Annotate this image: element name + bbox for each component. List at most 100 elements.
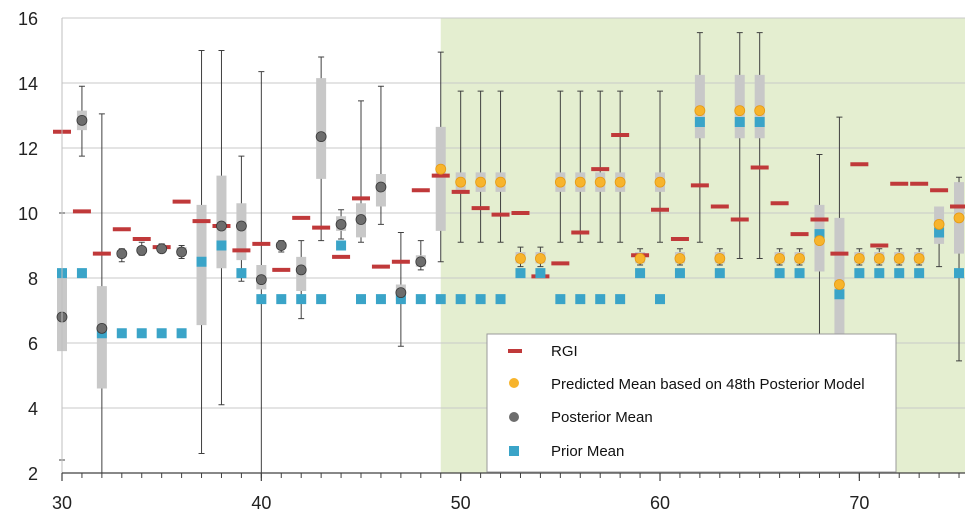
rgi-marker bbox=[591, 167, 610, 172]
prior-mean-point bbox=[196, 256, 207, 267]
predicted-mean-point bbox=[654, 176, 666, 188]
prior-mean-point bbox=[655, 294, 666, 305]
legend-item-predicted: Predicted Mean based on 48th Posterior M… bbox=[509, 376, 865, 393]
prior-mean-point bbox=[236, 268, 247, 279]
prior-mean-point bbox=[774, 268, 785, 279]
rgi-marker bbox=[232, 248, 251, 253]
axes: 2 4 6 8 10 12 14 16 30 40 50 60 70 bbox=[18, 9, 965, 513]
rgi-marker bbox=[950, 204, 965, 209]
legend: RGI Predicted Mean based on 48th Posteri… bbox=[486, 333, 897, 473]
prior-mean-point bbox=[336, 240, 347, 251]
y-tick-label: 2 bbox=[28, 464, 38, 484]
prior-mean-point bbox=[714, 268, 725, 279]
posterior-mean-point bbox=[295, 264, 307, 276]
rgi-marker bbox=[910, 181, 929, 186]
legend-prior-label: Prior Mean bbox=[551, 443, 624, 460]
prior-mean-point bbox=[316, 294, 327, 305]
y-tick-label: 12 bbox=[18, 139, 38, 159]
predicted-mean-point bbox=[893, 253, 905, 264]
rgi-marker bbox=[312, 225, 331, 230]
predicted-mean-point bbox=[794, 253, 805, 264]
prior-mean-point bbox=[934, 227, 945, 238]
prior-mean-point bbox=[754, 117, 765, 127]
legend-item-prior: Prior Mean bbox=[509, 443, 624, 460]
rgi-marker bbox=[451, 189, 470, 194]
rgi-marker bbox=[132, 237, 151, 241]
rgi-marker bbox=[670, 237, 689, 241]
prior-mean-point bbox=[575, 294, 586, 305]
legend-posterior-marker bbox=[509, 412, 519, 422]
posterior-mean-point bbox=[355, 214, 367, 225]
predicted-mean-point bbox=[674, 253, 686, 264]
posterior-mean-point bbox=[315, 131, 327, 143]
prior-mean-point bbox=[635, 268, 646, 279]
posterior-mean-point bbox=[176, 246, 188, 258]
rgi-marker bbox=[770, 201, 789, 206]
rgi-marker bbox=[471, 206, 490, 211]
prior-mean-point bbox=[495, 294, 506, 305]
legend-predicted-marker bbox=[509, 378, 519, 388]
rgi-marker bbox=[551, 261, 570, 266]
x-tick-label: 70 bbox=[849, 493, 869, 513]
rgi-marker bbox=[850, 162, 869, 167]
legend-item-rgi: RGI bbox=[508, 343, 578, 360]
prior-mean-point bbox=[674, 268, 685, 279]
prior-mean-point bbox=[455, 294, 466, 305]
prior-mean-point bbox=[894, 268, 905, 279]
prior-mean-point bbox=[435, 294, 446, 305]
prior-mean-point bbox=[395, 294, 406, 305]
rgi-marker bbox=[790, 232, 809, 237]
posterior-mean-point bbox=[136, 244, 148, 256]
legend-box bbox=[486, 333, 897, 473]
rgi-marker bbox=[192, 219, 211, 224]
predicted-mean-point bbox=[535, 253, 546, 264]
prior-mean-point bbox=[515, 268, 526, 279]
prior-mean-point bbox=[814, 229, 825, 240]
legend-item-posterior: Posterior Mean bbox=[509, 409, 653, 426]
x-tick-label: 40 bbox=[251, 493, 271, 513]
interval-box bbox=[834, 217, 845, 337]
rgi-marker bbox=[890, 181, 909, 186]
prior-mean-point bbox=[415, 294, 426, 305]
rgi-marker bbox=[830, 251, 849, 256]
legend-posterior-label: Posterior Mean bbox=[551, 409, 653, 426]
predicted-mean-point bbox=[574, 176, 586, 188]
posterior-mean-point bbox=[76, 114, 88, 126]
x-tick-label: 50 bbox=[451, 493, 471, 513]
prior-mean-point bbox=[595, 294, 606, 305]
prior-mean-point bbox=[834, 289, 845, 300]
legend-predicted-label: Predicted Mean based on 48th Posterior M… bbox=[551, 376, 865, 393]
prior-mean-point bbox=[794, 268, 805, 279]
rgi-marker bbox=[352, 196, 371, 201]
interval-box bbox=[316, 78, 327, 179]
posterior-mean-point bbox=[255, 274, 267, 286]
predicted-mean-point bbox=[455, 176, 467, 188]
predicted-mean-point bbox=[694, 105, 706, 117]
posterior-mean-point bbox=[335, 218, 347, 230]
rgi-marker bbox=[690, 183, 709, 188]
interval-box bbox=[435, 126, 446, 231]
prior-mean-point bbox=[176, 328, 187, 339]
prior-mean-point bbox=[734, 117, 745, 127]
predicted-mean-point bbox=[554, 176, 566, 188]
rgi-marker bbox=[252, 241, 271, 246]
rgi-marker bbox=[571, 230, 590, 235]
predicted-mean-point bbox=[475, 176, 487, 188]
x-tick-label: 60 bbox=[650, 493, 670, 513]
rgi-marker bbox=[391, 259, 410, 264]
rgi-marker bbox=[371, 264, 390, 269]
predicted-mean-point bbox=[714, 253, 726, 264]
prior-mean-point bbox=[555, 294, 566, 305]
posterior-mean-point bbox=[415, 256, 427, 268]
prior-mean-point bbox=[914, 268, 925, 279]
rgi-marker bbox=[710, 204, 729, 209]
prior-mean-point bbox=[116, 328, 127, 339]
predicted-mean-point bbox=[853, 253, 865, 264]
predicted-mean-point bbox=[614, 176, 626, 188]
interval-box bbox=[236, 203, 247, 261]
posterior-mean-point bbox=[375, 181, 387, 193]
posterior-mean-point bbox=[395, 287, 407, 299]
rgi-marker bbox=[750, 165, 769, 170]
prior-mean-point bbox=[256, 294, 267, 305]
